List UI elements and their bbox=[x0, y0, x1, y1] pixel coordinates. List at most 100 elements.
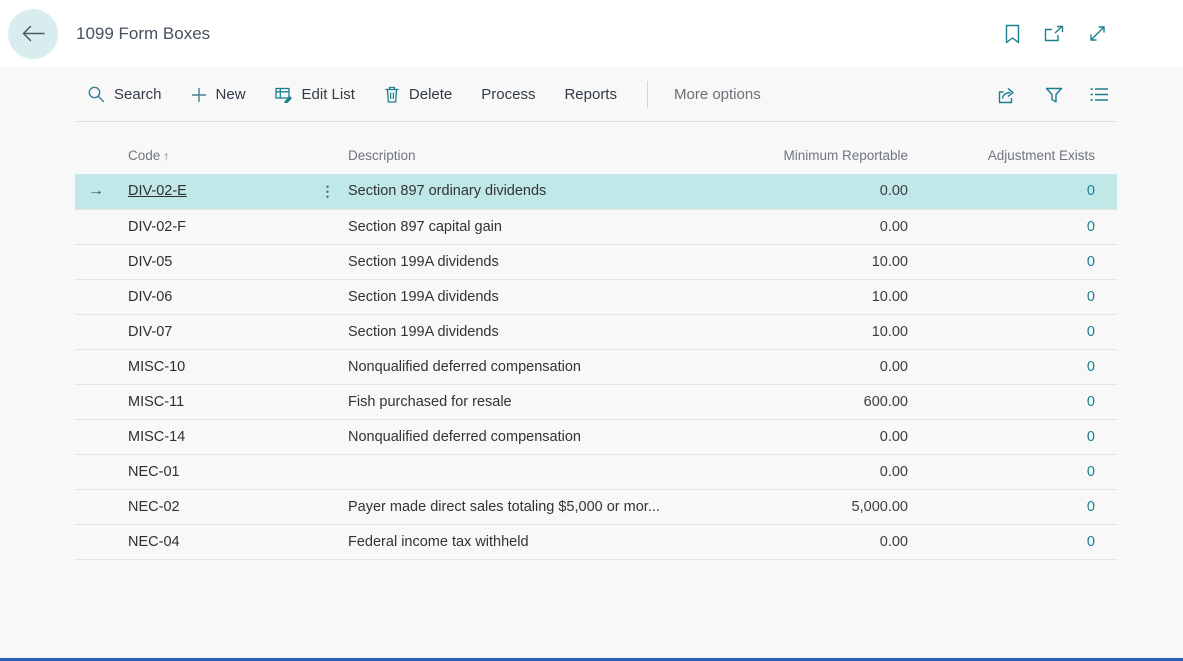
process-menu[interactable]: Process bbox=[481, 86, 536, 103]
column-header-adjustment-exists[interactable]: Adjustment Exists bbox=[987, 148, 1095, 163]
reports-menu[interactable]: Reports bbox=[564, 86, 617, 103]
minimum-reportable-cell[interactable]: 0.00 bbox=[748, 174, 908, 210]
back-button[interactable] bbox=[8, 8, 58, 59]
column-header-minimum-reportable[interactable]: Minimum Reportable bbox=[783, 148, 908, 163]
open-in-new-window-icon[interactable] bbox=[1044, 25, 1064, 43]
plus-icon bbox=[191, 87, 207, 103]
toolbar-divider bbox=[646, 81, 648, 108]
table-row[interactable]: DIV-06 Section 199A dividends 10.00 0 bbox=[75, 279, 1117, 315]
row-context-menu-icon[interactable]: ⋮ bbox=[307, 174, 348, 210]
minimum-reportable-cell[interactable]: 5,000.00 bbox=[748, 489, 908, 525]
description-cell[interactable]: Fish purchased for resale bbox=[348, 384, 748, 420]
minimum-reportable-cell[interactable]: 10.00 bbox=[748, 279, 908, 315]
table-row[interactable]: MISC-10 Nonqualified deferred compensati… bbox=[75, 349, 1117, 385]
table-row[interactable]: NEC-02 Payer made direct sales totaling … bbox=[75, 489, 1117, 525]
search-icon bbox=[88, 86, 105, 103]
table-row-selected[interactable]: → DIV-02-E ⋮ Section 897 ordinary divide… bbox=[75, 174, 1117, 210]
action-toolbar: Search New Edit List bbox=[75, 67, 1117, 122]
table-row[interactable]: DIV-05 Section 199A dividends 10.00 0 bbox=[75, 244, 1117, 280]
back-arrow-icon bbox=[22, 25, 45, 42]
code-cell[interactable]: DIV-02-E bbox=[117, 174, 307, 210]
edit-list-icon bbox=[274, 87, 293, 103]
code-cell[interactable]: MISC-14 bbox=[117, 419, 307, 455]
adjustment-exists-cell[interactable]: 0 bbox=[908, 454, 1117, 490]
delete-button[interactable]: Delete bbox=[384, 86, 452, 103]
description-cell[interactable]: Section 199A dividends bbox=[348, 314, 748, 350]
code-cell[interactable]: NEC-02 bbox=[117, 489, 307, 525]
adjustment-exists-cell[interactable]: 0 bbox=[908, 489, 1117, 525]
expand-icon[interactable] bbox=[1088, 24, 1107, 43]
minimum-reportable-cell[interactable]: 0.00 bbox=[748, 454, 908, 490]
adjustment-link: 0 bbox=[1086, 533, 1095, 550]
form-boxes-table: Code ↑ Description Minimum Reportable Adj… bbox=[75, 124, 1117, 560]
content-area: Search New Edit List bbox=[0, 67, 1183, 658]
code-cell[interactable]: MISC-10 bbox=[117, 349, 307, 385]
bookmark-icon[interactable] bbox=[1005, 24, 1020, 44]
edit-list-button[interactable]: Edit List bbox=[274, 86, 355, 103]
description-cell[interactable]: Section 897 ordinary dividends bbox=[348, 174, 748, 210]
description-cell[interactable]: Section 199A dividends bbox=[348, 279, 748, 315]
adjustment-exists-cell[interactable]: 0 bbox=[908, 419, 1117, 455]
description-cell[interactable]: Nonqualified deferred compensation bbox=[348, 349, 748, 385]
description-cell[interactable] bbox=[348, 454, 748, 490]
minimum-reportable-cell[interactable]: 0.00 bbox=[748, 524, 908, 560]
selected-row-indicator-icon: → bbox=[75, 174, 117, 210]
code-cell[interactable]: MISC-11 bbox=[117, 384, 307, 420]
adjustment-exists-cell[interactable]: 0 bbox=[908, 244, 1117, 280]
adjustment-exists-cell[interactable]: 0 bbox=[908, 174, 1117, 210]
list-view-icon[interactable] bbox=[1090, 87, 1109, 102]
description-cell[interactable]: Section 199A dividends bbox=[348, 244, 748, 280]
description-cell[interactable]: Payer made direct sales totaling $5,000 … bbox=[348, 489, 748, 525]
code-cell[interactable]: NEC-04 bbox=[117, 524, 307, 560]
adjustment-link: 0 bbox=[1086, 463, 1095, 480]
minimum-reportable-cell[interactable]: 10.00 bbox=[748, 314, 908, 350]
more-options-button[interactable]: More options bbox=[673, 86, 761, 103]
sort-ascending-icon: ↑ bbox=[163, 149, 170, 163]
adjustment-link: 0 bbox=[1086, 498, 1095, 515]
page-title: 1099 Form Boxes bbox=[76, 23, 211, 43]
column-header-code[interactable]: Code ↑ bbox=[128, 148, 170, 163]
code-cell[interactable]: NEC-01 bbox=[117, 454, 307, 490]
table-header-row: Code ↑ Description Minimum Reportable Adj… bbox=[75, 124, 1117, 174]
minimum-reportable-cell[interactable]: 0.00 bbox=[748, 349, 908, 385]
table-row[interactable]: NEC-01 0.00 0 bbox=[75, 454, 1117, 490]
code-link: DIV-02-E bbox=[128, 183, 187, 200]
adjustment-exists-cell[interactable]: 0 bbox=[908, 279, 1117, 315]
new-button[interactable]: New bbox=[191, 86, 246, 103]
code-cell[interactable]: DIV-05 bbox=[117, 244, 307, 280]
adjustment-link: 0 bbox=[1086, 253, 1095, 270]
adjustment-link: 0 bbox=[1086, 288, 1095, 305]
adjustment-exists-cell[interactable]: 0 bbox=[908, 314, 1117, 350]
table-row[interactable]: DIV-07 Section 199A dividends 10.00 0 bbox=[75, 314, 1117, 350]
minimum-reportable-cell[interactable]: 0.00 bbox=[748, 419, 908, 455]
description-cell[interactable]: Federal income tax withheld bbox=[348, 524, 748, 560]
minimum-reportable-cell[interactable]: 600.00 bbox=[748, 384, 908, 420]
description-cell[interactable]: Nonqualified deferred compensation bbox=[348, 419, 748, 455]
adjustment-exists-cell[interactable]: 0 bbox=[908, 384, 1117, 420]
filter-icon[interactable] bbox=[1045, 87, 1063, 103]
adjustment-link: 0 bbox=[1086, 323, 1095, 340]
minimum-reportable-cell[interactable]: 10.00 bbox=[748, 244, 908, 280]
adjustment-link: 0 bbox=[1086, 183, 1095, 200]
minimum-reportable-cell[interactable]: 0.00 bbox=[748, 209, 908, 245]
search-button[interactable]: Search bbox=[88, 86, 162, 103]
adjustment-link: 0 bbox=[1086, 393, 1095, 410]
share-icon[interactable] bbox=[998, 86, 1018, 104]
table-row[interactable]: MISC-14 Nonqualified deferred compensati… bbox=[75, 419, 1117, 455]
code-cell[interactable]: DIV-07 bbox=[117, 314, 307, 350]
description-cell[interactable]: Section 897 capital gain bbox=[348, 209, 748, 245]
table-row[interactable]: DIV-02-F Section 897 capital gain 0.00 0 bbox=[75, 209, 1117, 245]
toolbar-right-icons bbox=[998, 86, 1109, 104]
adjustment-exists-cell[interactable]: 0 bbox=[908, 524, 1117, 560]
adjustment-exists-cell[interactable]: 0 bbox=[908, 349, 1117, 385]
table-row[interactable]: MISC-11 Fish purchased for resale 600.00… bbox=[75, 384, 1117, 420]
bottom-accent-bar bbox=[0, 658, 1183, 661]
code-cell[interactable]: DIV-02-F bbox=[117, 209, 307, 245]
adjustment-link: 0 bbox=[1086, 428, 1095, 445]
code-cell[interactable]: DIV-06 bbox=[117, 279, 307, 315]
table-row[interactable]: NEC-04 Federal income tax withheld 0.00 … bbox=[75, 524, 1117, 560]
header-actions bbox=[1005, 24, 1107, 44]
column-header-description[interactable]: Description bbox=[348, 148, 416, 163]
adjustment-exists-cell[interactable]: 0 bbox=[908, 209, 1117, 245]
app-header: 1099 Form Boxes bbox=[0, 0, 1183, 67]
